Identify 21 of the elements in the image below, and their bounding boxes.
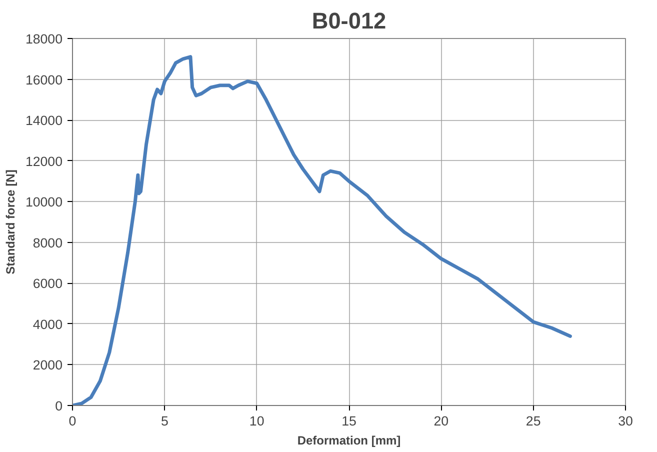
x-axis-title: Deformation [mm] — [297, 434, 401, 448]
y-tick-label: 12000 — [25, 154, 62, 169]
y-tick-label: 4000 — [32, 316, 63, 332]
y-tick-label: 14000 — [25, 113, 62, 128]
y-tick-label: 16000 — [25, 72, 62, 88]
x-tick-label: 20 — [434, 414, 449, 428]
y-axis-title: Standard force [N] — [3, 170, 18, 274]
y-tick-label: 6000 — [32, 276, 63, 292]
y-tick-label: 2000 — [32, 358, 63, 373]
x-tick-label: 15 — [342, 414, 356, 428]
x-tick-label: 5 — [160, 414, 168, 428]
y-tick-label: 10000 — [25, 194, 62, 210]
y-tick-label: 0 — [55, 398, 63, 414]
y-tick-label: 18000 — [25, 32, 62, 46]
x-tick-label: 25 — [526, 414, 541, 428]
x-tick-label: 0 — [68, 414, 76, 428]
x-tick-label: 30 — [618, 414, 633, 428]
chart-title: B0-012 — [312, 8, 386, 34]
y-tick-label: 8000 — [32, 235, 63, 250]
x-tick-label: 10 — [249, 414, 264, 428]
line-series — [72, 55, 572, 406]
